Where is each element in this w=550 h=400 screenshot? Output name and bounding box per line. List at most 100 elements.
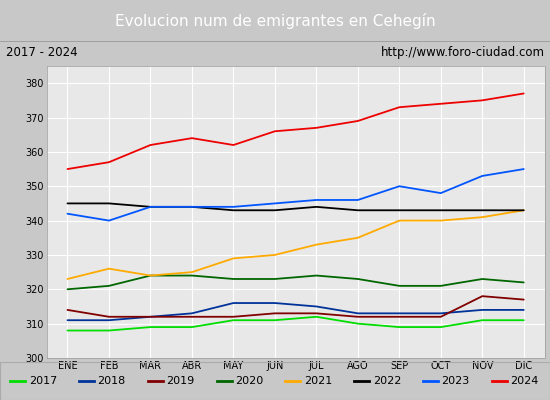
2017: [313, 314, 320, 319]
2022: [106, 201, 112, 206]
2021: [437, 218, 444, 223]
2023: [355, 198, 361, 202]
2017: [230, 318, 236, 323]
Text: 2024: 2024: [510, 376, 538, 386]
Text: 2020: 2020: [235, 376, 263, 386]
2023: [106, 218, 112, 223]
2023: [313, 198, 320, 202]
2019: [64, 308, 71, 312]
2018: [106, 318, 112, 323]
2024: [189, 136, 195, 140]
2017: [64, 328, 71, 333]
2024: [355, 118, 361, 123]
2022: [479, 208, 486, 213]
2018: [479, 308, 486, 312]
Line: 2017: 2017: [68, 317, 524, 330]
2020: [437, 284, 444, 288]
2022: [355, 208, 361, 213]
Text: 2022: 2022: [373, 376, 401, 386]
2022: [313, 204, 320, 209]
2018: [147, 314, 154, 319]
Text: 2021: 2021: [304, 376, 332, 386]
2024: [230, 143, 236, 148]
2021: [313, 242, 320, 247]
Text: 2017: 2017: [29, 376, 57, 386]
2020: [189, 273, 195, 278]
2024: [64, 167, 71, 172]
2023: [230, 204, 236, 209]
2020: [520, 280, 527, 285]
2017: [479, 318, 486, 323]
2023: [272, 201, 278, 206]
2024: [437, 101, 444, 106]
2021: [106, 266, 112, 271]
2019: [520, 297, 527, 302]
2022: [230, 208, 236, 213]
2023: [520, 167, 527, 172]
2024: [272, 129, 278, 134]
2019: [479, 294, 486, 298]
2018: [272, 301, 278, 306]
2022: [189, 204, 195, 209]
2020: [230, 276, 236, 281]
2023: [189, 204, 195, 209]
2019: [396, 314, 403, 319]
Line: 2023: 2023: [68, 169, 524, 220]
2022: [64, 201, 71, 206]
2022: [520, 208, 527, 213]
2020: [355, 276, 361, 281]
2018: [230, 301, 236, 306]
2020: [313, 273, 320, 278]
2024: [520, 91, 527, 96]
2021: [147, 273, 154, 278]
Text: 2019: 2019: [166, 376, 195, 386]
2021: [355, 235, 361, 240]
Line: 2021: 2021: [68, 210, 524, 279]
Text: Evolucion num de emigrantes en Cehegín: Evolucion num de emigrantes en Cehegín: [115, 13, 435, 29]
2023: [479, 174, 486, 178]
2017: [147, 325, 154, 330]
2024: [396, 105, 403, 110]
2020: [396, 284, 403, 288]
2022: [396, 208, 403, 213]
2018: [396, 311, 403, 316]
2019: [272, 311, 278, 316]
2021: [396, 218, 403, 223]
2018: [189, 311, 195, 316]
2022: [272, 208, 278, 213]
Line: 2024: 2024: [68, 94, 524, 169]
2019: [313, 311, 320, 316]
2022: [147, 204, 154, 209]
2021: [479, 215, 486, 220]
2017: [437, 325, 444, 330]
2021: [230, 256, 236, 261]
2017: [106, 328, 112, 333]
2020: [106, 284, 112, 288]
2023: [64, 211, 71, 216]
Line: 2022: 2022: [68, 204, 524, 210]
2023: [147, 204, 154, 209]
2019: [437, 314, 444, 319]
2017: [189, 325, 195, 330]
Line: 2020: 2020: [68, 276, 524, 289]
Text: http://www.foro-ciudad.com: http://www.foro-ciudad.com: [381, 46, 544, 59]
2017: [272, 318, 278, 323]
2020: [64, 287, 71, 292]
2018: [355, 311, 361, 316]
2018: [437, 311, 444, 316]
2023: [396, 184, 403, 189]
2020: [272, 276, 278, 281]
Line: 2018: 2018: [68, 303, 524, 320]
2021: [64, 276, 71, 281]
2019: [106, 314, 112, 319]
Text: 2017 - 2024: 2017 - 2024: [6, 46, 77, 59]
Text: 2023: 2023: [441, 376, 470, 386]
2017: [355, 321, 361, 326]
2017: [520, 318, 527, 323]
2020: [479, 276, 486, 281]
2021: [520, 208, 527, 213]
2021: [189, 270, 195, 274]
2024: [147, 143, 154, 148]
2017: [396, 325, 403, 330]
2018: [520, 308, 527, 312]
